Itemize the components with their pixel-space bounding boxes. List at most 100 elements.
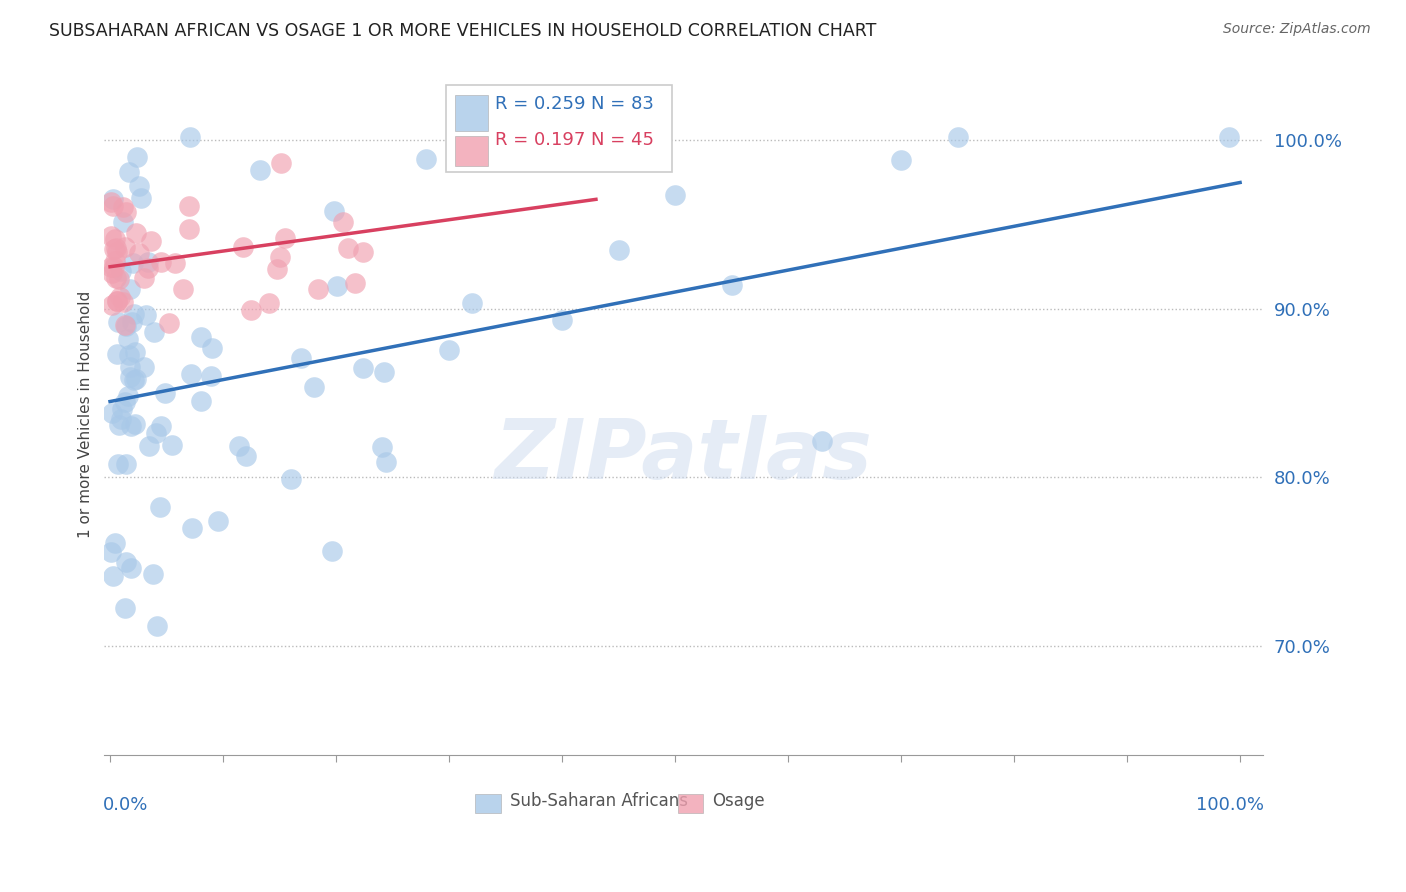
Point: [108, 290, 131, 304]
Point: [114, 394, 136, 409]
Point: [129, 191, 152, 205]
Point: [114, 600, 136, 615]
Point: [105, 245, 128, 260]
Point: [122, 373, 145, 387]
Point: [495, 144, 517, 158]
Point: [373, 365, 395, 379]
Point: [201, 341, 224, 355]
Point: [259, 296, 281, 310]
FancyBboxPatch shape: [678, 794, 703, 814]
Text: Source: ZipAtlas.com: Source: ZipAtlas.com: [1223, 22, 1371, 37]
Point: [551, 313, 574, 327]
Point: [890, 153, 912, 167]
Point: [114, 457, 136, 471]
Point: [323, 203, 346, 218]
Point: [120, 282, 142, 296]
Point: [290, 351, 312, 365]
Point: [104, 232, 127, 246]
Y-axis label: 1 or more Vehicles in Household: 1 or more Vehicles in Household: [79, 291, 93, 538]
Point: [136, 255, 159, 269]
Point: [117, 332, 139, 346]
Point: [101, 298, 124, 312]
Point: [280, 472, 302, 486]
Point: [180, 521, 202, 535]
Point: [270, 155, 292, 169]
Point: [107, 293, 129, 308]
Point: [374, 455, 396, 469]
FancyBboxPatch shape: [456, 136, 488, 167]
Point: [240, 302, 263, 317]
Point: [146, 619, 169, 633]
Point: [101, 199, 124, 213]
Point: [101, 266, 124, 280]
Point: [155, 385, 177, 400]
Point: [110, 402, 132, 417]
Point: [117, 164, 139, 178]
Point: [120, 419, 142, 434]
Text: N = 45: N = 45: [591, 131, 654, 149]
Point: [108, 418, 131, 433]
Text: Osage: Osage: [713, 792, 765, 810]
Point: [1218, 130, 1240, 145]
Point: [110, 411, 132, 425]
Point: [125, 372, 148, 386]
Point: [114, 556, 136, 570]
Point: [179, 130, 201, 145]
Text: 0.0%: 0.0%: [103, 797, 149, 814]
Text: ZIPatlas: ZIPatlas: [495, 415, 873, 496]
Point: [337, 241, 360, 255]
Point: [122, 256, 145, 270]
Text: R = 0.197: R = 0.197: [495, 131, 585, 149]
Point: [124, 417, 146, 432]
Point: [177, 199, 200, 213]
Point: [100, 260, 122, 275]
Point: [720, 278, 742, 293]
Point: [110, 264, 132, 278]
Point: [811, 434, 834, 449]
Point: [437, 343, 460, 357]
Point: [112, 295, 135, 310]
Point: [125, 150, 148, 164]
Point: [120, 360, 142, 375]
Point: [139, 234, 162, 248]
FancyBboxPatch shape: [475, 794, 501, 814]
Point: [232, 240, 254, 254]
Point: [228, 439, 250, 453]
Text: N = 83: N = 83: [591, 95, 654, 112]
Point: [118, 370, 141, 384]
Point: [607, 243, 630, 257]
Point: [111, 200, 134, 214]
Point: [460, 295, 482, 310]
Point: [190, 394, 212, 409]
Point: [325, 278, 347, 293]
Point: [107, 458, 129, 472]
Point: [103, 260, 125, 275]
Point: [249, 162, 271, 177]
Point: [117, 389, 139, 403]
Point: [160, 438, 183, 452]
Point: [107, 315, 129, 329]
Point: [235, 449, 257, 463]
Point: [108, 272, 131, 286]
Point: [104, 535, 127, 549]
Point: [114, 204, 136, 219]
Point: [415, 153, 437, 167]
Point: [115, 319, 138, 334]
Point: [100, 195, 122, 210]
Point: [207, 514, 229, 528]
Point: [101, 406, 124, 420]
Point: [269, 250, 291, 264]
Point: [304, 380, 326, 394]
Point: [352, 245, 374, 260]
Point: [664, 187, 686, 202]
Point: [114, 318, 136, 332]
Point: [332, 215, 354, 229]
Point: [100, 229, 122, 244]
Point: [134, 359, 156, 374]
Point: [103, 242, 125, 256]
Point: [100, 544, 122, 558]
Point: [172, 282, 194, 296]
Point: [266, 261, 288, 276]
Point: [180, 367, 202, 381]
Point: [101, 192, 124, 206]
